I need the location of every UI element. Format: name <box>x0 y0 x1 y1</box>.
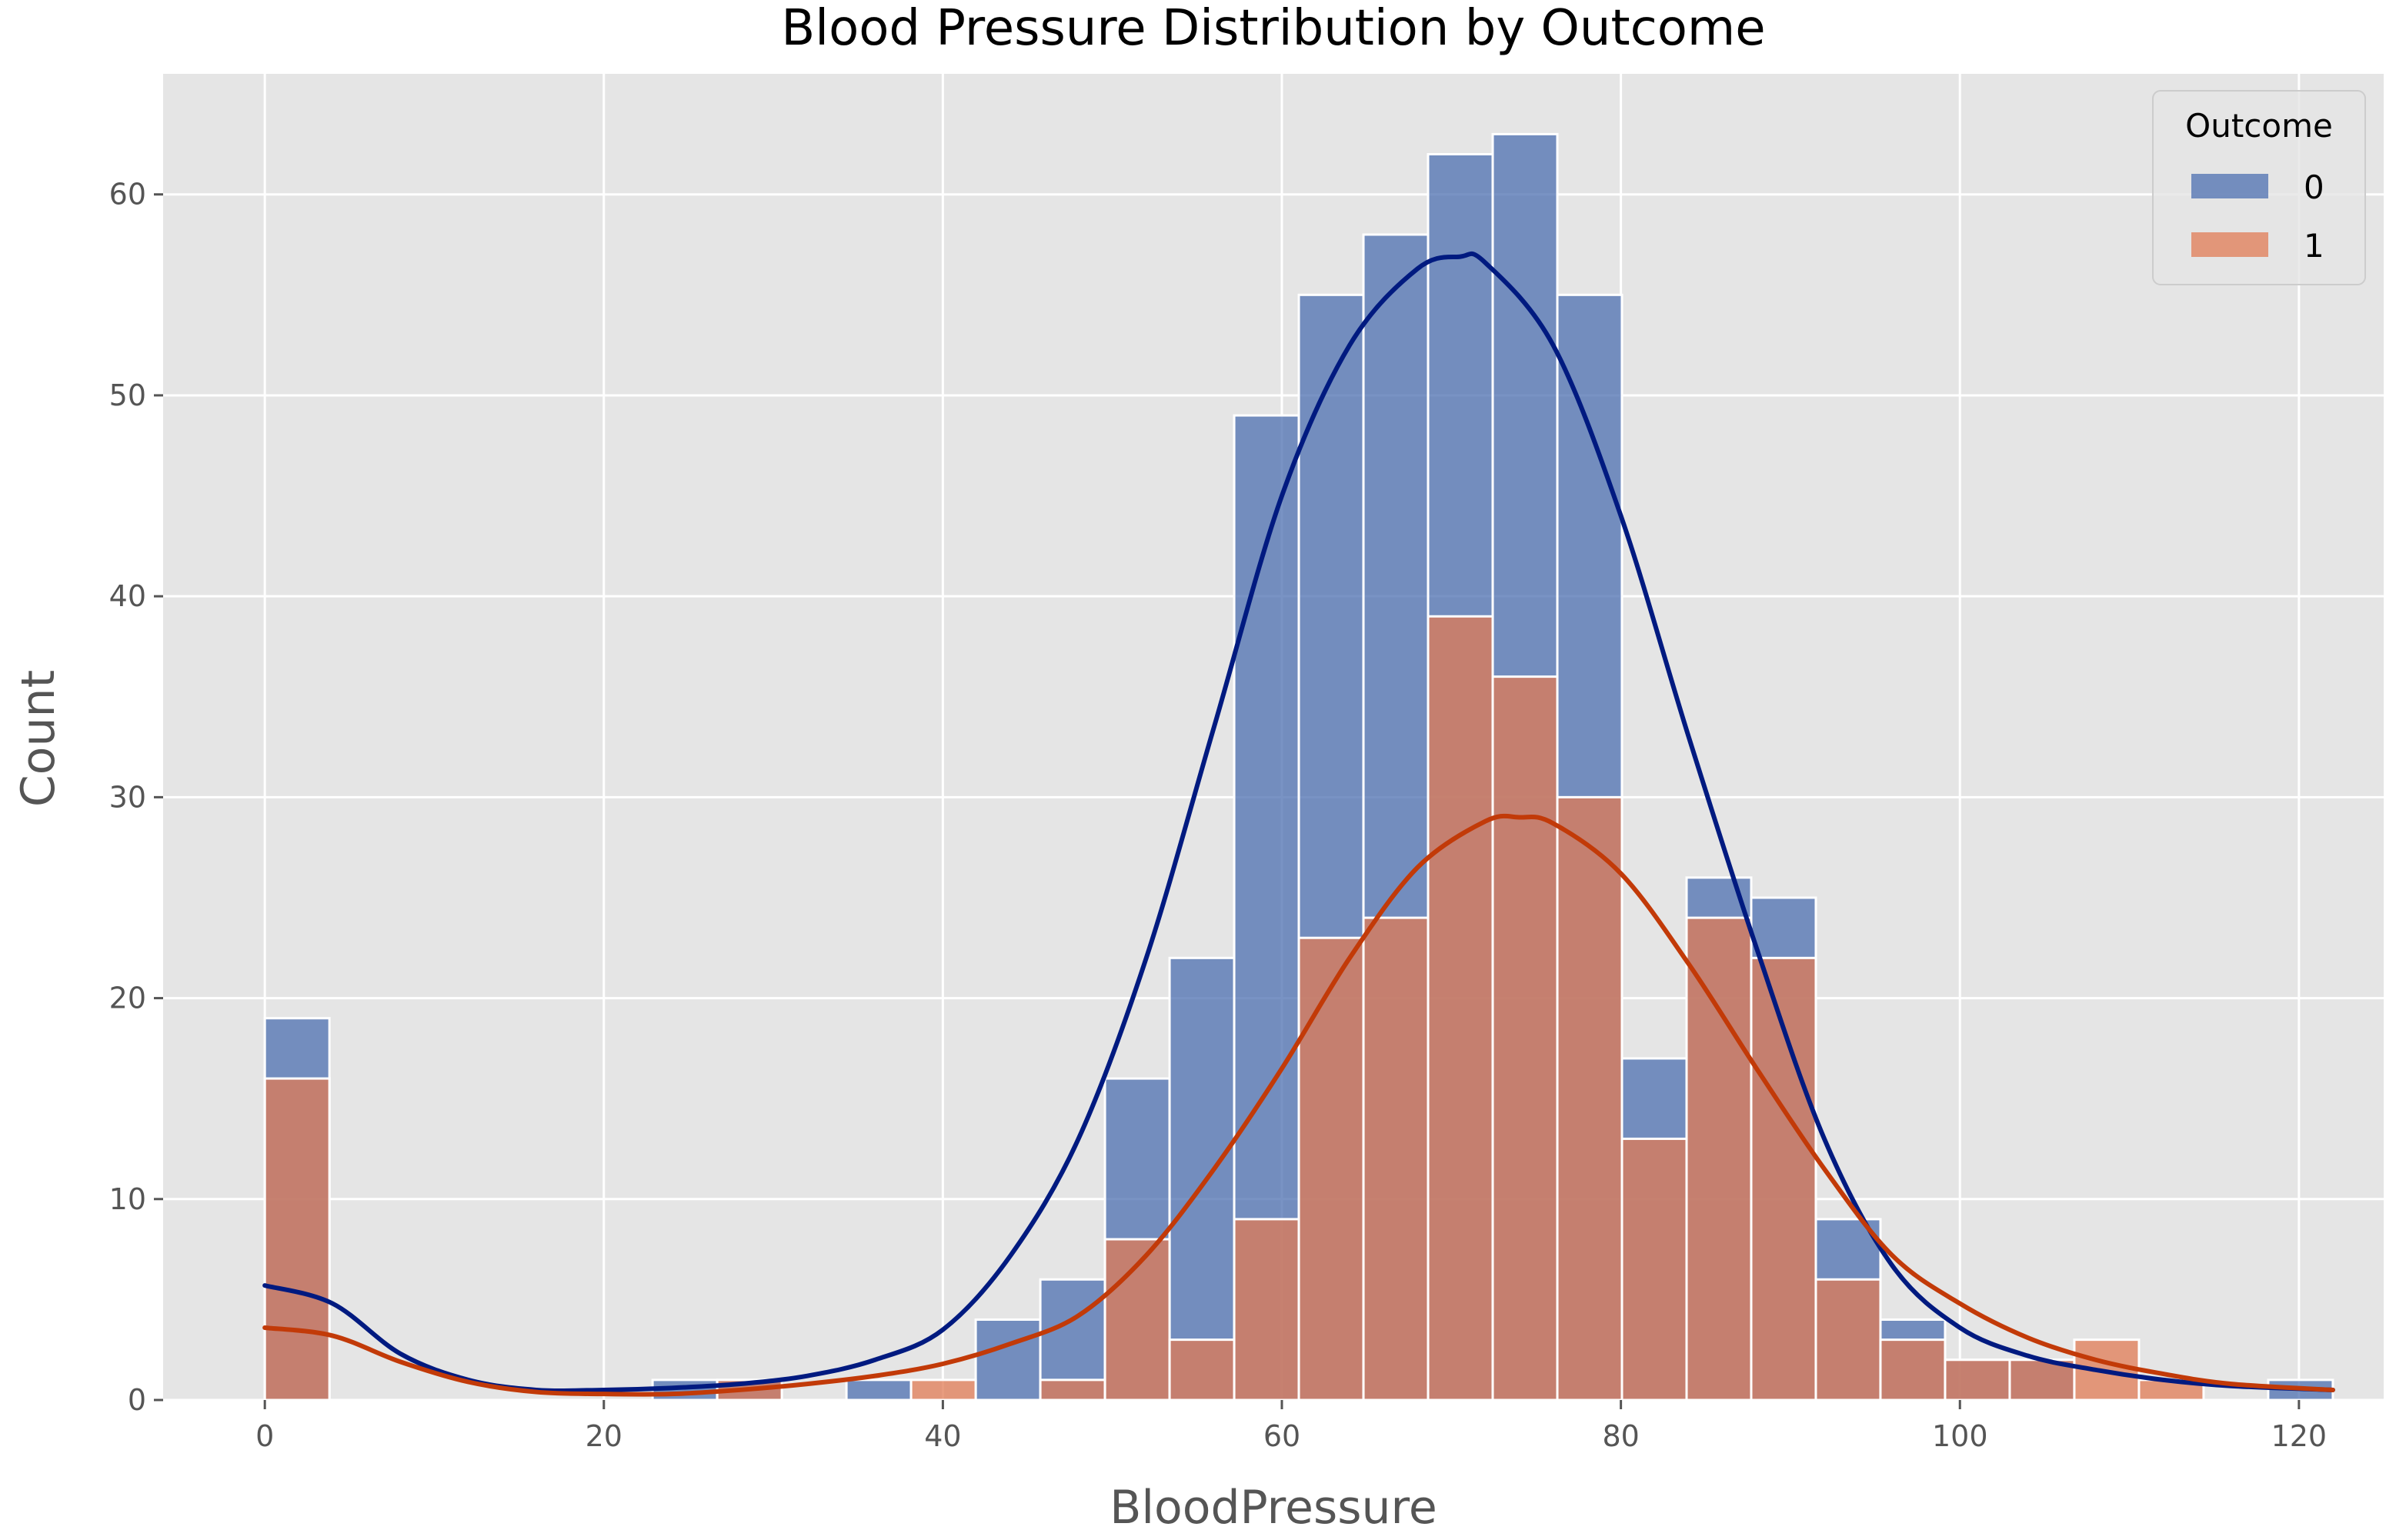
bar-outcome-1-bin-26 <box>1944 1358 2011 1402</box>
bar-outcome-1-bin-24 <box>1814 1278 1882 1402</box>
x-tick-label: 60 <box>1263 1419 1300 1453</box>
bar-outcome-1-bin-18 <box>1427 615 1494 1402</box>
kde-line-outcome-1 <box>262 813 2335 1397</box>
bar-outcome-0-bin-9 <box>845 1378 913 1402</box>
bar-outcome-1-bin-20 <box>1556 795 1623 1402</box>
bar-outcome-1-bin-14 <box>1168 1338 1236 1402</box>
x-axis-label: BloodPressure <box>1110 1481 1437 1535</box>
x-tick-label: 20 <box>586 1419 622 1453</box>
x-tick-label: 0 <box>255 1419 274 1453</box>
kde-line-outcome-0 <box>262 251 2335 1394</box>
bar-outcome-1-bin-21 <box>1620 1137 1688 1402</box>
x-tick-label: 80 <box>1602 1419 1639 1453</box>
bar-outcome-1-bin-22 <box>1685 916 1753 1402</box>
bar-outcome-1-bin-25 <box>1879 1338 1947 1402</box>
y-tick-label: 50 <box>109 378 146 412</box>
legend-label-0: 0 <box>2304 168 2324 206</box>
chart-title: Blood Pressure Distribution by Outcome <box>781 0 1765 57</box>
y-tick-label: 30 <box>109 780 146 814</box>
bar-outcome-1-bin-19 <box>1491 675 1559 1402</box>
bar-outcome-1-bin-17 <box>1362 916 1430 1402</box>
x-tick-label: 40 <box>924 1419 961 1453</box>
bar-outcome-1-bin-15 <box>1233 1218 1300 1402</box>
bar-outcome-0-bin-11 <box>974 1318 1042 1402</box>
legend-swatch-0 <box>2191 174 2268 198</box>
y-tick-label: 10 <box>109 1182 146 1216</box>
y-tick-label: 20 <box>109 982 146 1015</box>
legend: Outcome 0 1 <box>2152 90 2366 285</box>
legend-label-1: 1 <box>2304 227 2324 265</box>
y-tick-label: 40 <box>109 579 146 613</box>
legend-swatch-1 <box>2191 232 2268 257</box>
bar-outcome-1-bin-10 <box>909 1378 977 1402</box>
bar-outcome-1-bin-12 <box>1039 1378 1106 1402</box>
legend-title: Outcome <box>2185 107 2333 145</box>
y-tick-label: 0 <box>128 1383 146 1417</box>
y-axis-label: Count <box>12 670 65 807</box>
x-tick-label: 100 <box>1932 1419 1988 1453</box>
bar-outcome-1-bin-0 <box>263 1077 331 1402</box>
bar-outcome-1-bin-16 <box>1297 936 1365 1402</box>
y-tick-label: 60 <box>109 178 146 212</box>
x-tick-label: 120 <box>2271 1419 2328 1453</box>
bar-outcome-0-bin-14 <box>1168 956 1236 1402</box>
